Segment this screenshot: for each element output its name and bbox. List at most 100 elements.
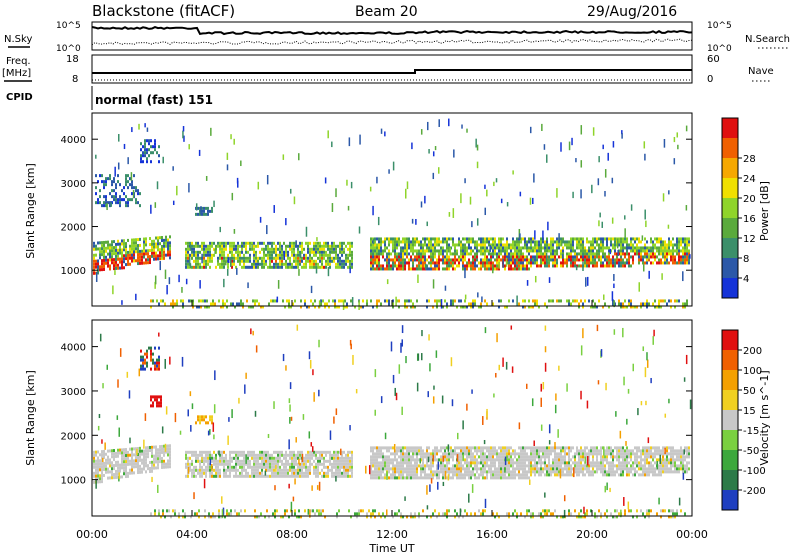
echo-cell	[293, 456, 295, 460]
echo-cell	[534, 243, 536, 247]
echo-cell	[484, 461, 486, 465]
echo-cell	[315, 266, 318, 274]
echo-cell	[540, 461, 542, 465]
echo-cell	[534, 449, 536, 453]
echo-cell	[580, 237, 582, 241]
echo-cell	[233, 247, 235, 251]
echo-cell	[408, 299, 410, 303]
echo-cell	[689, 254, 691, 259]
echo-cell	[374, 243, 376, 247]
echo-cell	[596, 243, 598, 247]
echo-cell	[269, 247, 271, 251]
echo-cell	[550, 246, 552, 250]
echo-cell	[193, 265, 195, 269]
echo-cell	[229, 241, 231, 245]
echo-cell	[155, 242, 157, 246]
echo-cell	[610, 261, 612, 265]
echo-cell	[253, 247, 255, 251]
echo-cell	[524, 467, 526, 471]
echo-cell	[374, 476, 376, 480]
echo-cell	[682, 240, 684, 244]
echo-cell	[404, 258, 406, 262]
echo-cell	[636, 252, 638, 256]
echo-cell	[516, 261, 518, 265]
echo-cell	[133, 250, 135, 254]
echo-cell	[197, 259, 199, 263]
echo-cell	[93, 256, 95, 260]
echo-cell	[606, 452, 608, 456]
echo-cell	[620, 305, 622, 309]
colorbar-swatch	[722, 218, 738, 238]
echo-cell	[562, 249, 564, 253]
echo-cell	[524, 237, 526, 241]
echo-cell	[442, 467, 444, 471]
echo-cell	[101, 471, 103, 475]
echo-cell	[221, 253, 223, 257]
echo-cell	[351, 453, 353, 457]
echo-cell	[566, 258, 568, 262]
echo-cell	[580, 467, 582, 471]
echo-cell	[299, 244, 301, 248]
echo-cell	[105, 240, 107, 244]
nave-label: Nave	[748, 66, 774, 77]
echo-cell	[520, 476, 522, 480]
echo-cell	[221, 453, 223, 457]
echo-cell	[384, 258, 386, 262]
echo-cell	[261, 474, 263, 478]
echo-cell	[532, 464, 534, 468]
echo-cell	[494, 461, 496, 465]
echo-cell	[157, 454, 159, 458]
echo-cell	[682, 271, 684, 282]
echo-cell	[614, 237, 616, 241]
echo-cell	[446, 476, 448, 480]
echo-cell	[121, 248, 123, 252]
echo-cell	[568, 243, 570, 247]
echo-cell	[331, 456, 333, 460]
echo-cell	[99, 250, 101, 254]
echo-cell	[331, 471, 333, 475]
echo-cell	[520, 467, 522, 471]
echo-cell	[592, 473, 594, 477]
echo-cell	[526, 246, 528, 250]
echo-cell	[309, 453, 311, 457]
echo-cell	[153, 242, 155, 246]
echo-cell	[492, 458, 494, 462]
echo-cell	[135, 198, 137, 202]
echo-cell	[189, 263, 192, 268]
echo-cell	[109, 246, 111, 250]
echo-cell	[297, 265, 299, 269]
echo-cell	[305, 471, 307, 475]
echo-cell	[271, 456, 273, 460]
echo-cell	[572, 461, 574, 465]
echo-cell	[157, 448, 159, 452]
echo-cell	[394, 264, 396, 268]
echo-cell	[400, 252, 402, 256]
echo-cell	[267, 456, 269, 460]
echo-cell	[685, 125, 688, 132]
echo-cell	[287, 244, 289, 248]
echo-cell	[420, 240, 422, 244]
echo-cell	[195, 456, 197, 460]
echo-cell	[321, 256, 323, 260]
echo-cell	[586, 470, 588, 474]
echo-cell	[323, 247, 325, 251]
echo-cell	[257, 456, 259, 460]
echo-cell	[586, 240, 588, 244]
echo-cell	[482, 261, 484, 268]
echo-cell	[518, 264, 520, 268]
echo-cell	[159, 257, 161, 261]
echo-cell	[229, 256, 231, 260]
echo-cell	[341, 247, 343, 251]
echo-cell	[103, 452, 105, 456]
echo-cell	[560, 458, 562, 462]
echo-cell	[117, 251, 119, 255]
echo-cell	[574, 255, 576, 259]
echo-cell	[97, 462, 99, 466]
echo-cell	[528, 461, 530, 465]
echo-cell	[468, 452, 470, 456]
echo-cell	[461, 124, 463, 129]
echo-cell	[530, 246, 532, 250]
echo-cell	[622, 464, 624, 468]
echo-cell	[606, 446, 608, 450]
echo-cell	[442, 452, 444, 456]
